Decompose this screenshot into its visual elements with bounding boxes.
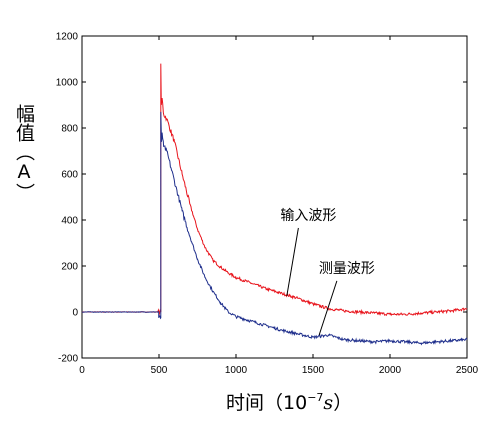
ticks: 0 500 1000 1500 2000 2500-2000200400600800100… <box>56 32 479 377</box>
y-tick-label: 1000 <box>56 78 79 89</box>
x-tick-label: 500 <box>151 365 168 376</box>
y-tick-label: 400 <box>61 216 78 227</box>
y-tick-label: 0 <box>72 308 78 319</box>
y-tick-label: -200 <box>58 354 78 365</box>
x-tick-label: 0 <box>79 365 85 376</box>
series-line-2 <box>81 111 468 346</box>
y-tick-label: 1200 <box>56 32 79 43</box>
x-axis-label-unit: s <box>323 392 334 414</box>
x-axis-label: 时间（10−7s） <box>226 388 352 416</box>
x-tick-label: 2000 <box>379 365 402 376</box>
x-axis-label-exponent: −7 <box>307 391 324 404</box>
y-tick-label: 200 <box>61 262 78 273</box>
series-lines <box>81 63 468 346</box>
plot-area-frame <box>81 35 468 359</box>
x-tick-label: 1000 <box>225 365 248 376</box>
annotation-pointer <box>286 227 299 296</box>
x-tick-label: 1500 <box>302 365 325 376</box>
annotation-pointer <box>318 280 338 336</box>
annotation-label: 输入波形 <box>280 208 336 224</box>
x-tick-label: 2500 <box>456 365 479 376</box>
series-line-1 <box>81 63 468 317</box>
y-axis-label: 幅值（A） <box>13 104 35 202</box>
x-axis-label-base: 10 <box>283 392 308 414</box>
x-axis-label-suffix: ） <box>333 392 353 414</box>
annotation-label: 测量波形 <box>319 261 375 277</box>
x-axis-label-prefix: 时间（ <box>226 392 284 414</box>
y-tick-label: 600 <box>61 170 78 181</box>
y-tick-label: 800 <box>61 124 78 135</box>
